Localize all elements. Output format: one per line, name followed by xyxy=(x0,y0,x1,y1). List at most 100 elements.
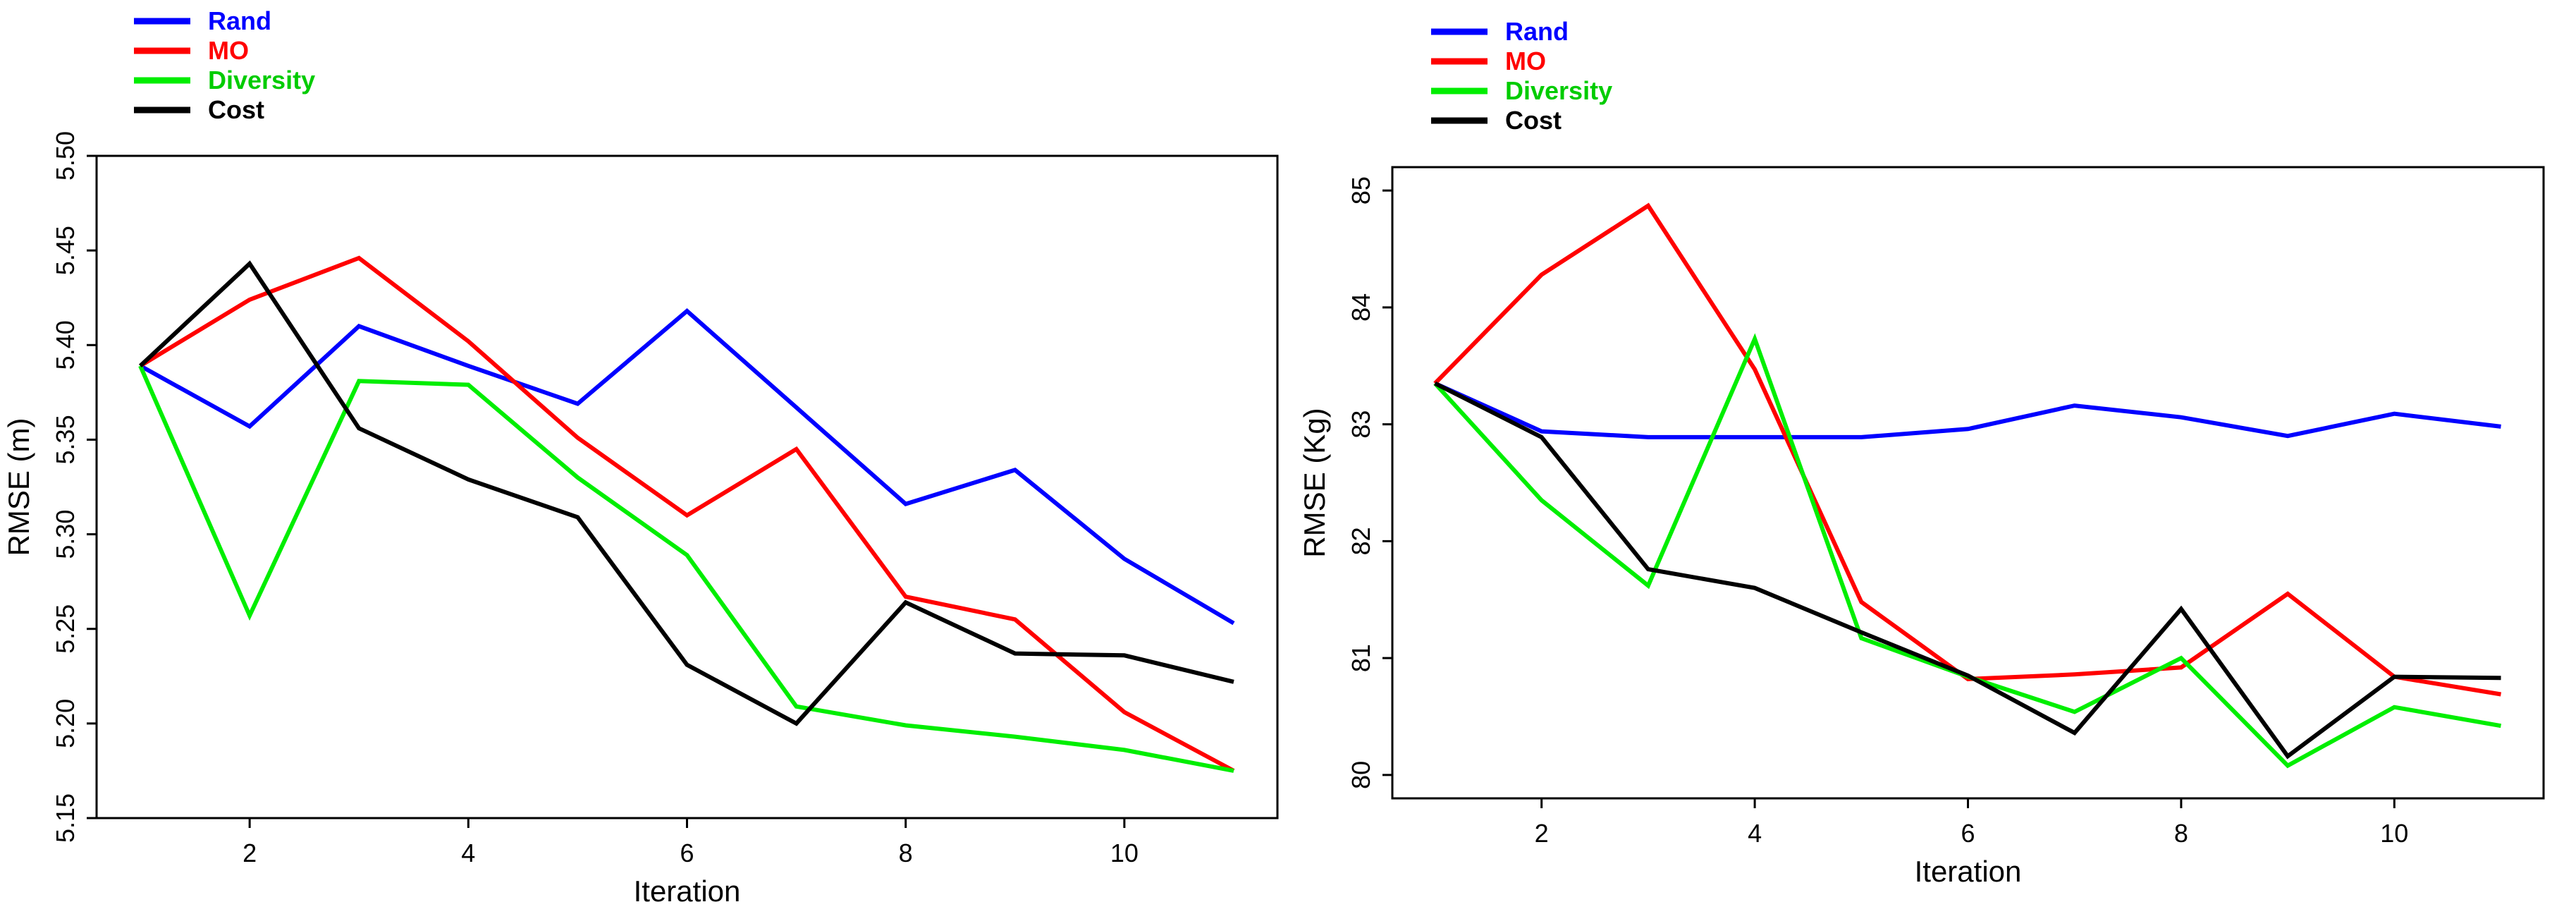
data-point-rand-2 xyxy=(248,425,251,428)
legend-label: Cost xyxy=(208,95,264,124)
x-tick-label: 8 xyxy=(2174,819,2188,848)
data-point-mo-7 xyxy=(795,448,798,451)
data-point-cost-2 xyxy=(248,262,251,265)
data-point-mo-2 xyxy=(248,298,251,301)
series-line-cost xyxy=(1434,381,2501,760)
data-point-mo-3 xyxy=(1647,205,1650,207)
y-tick-label: 5.15 xyxy=(51,793,80,843)
legend-label: MO xyxy=(208,36,249,65)
data-point-rand-11 xyxy=(2500,425,2503,428)
chart-2: 2 4 6 8 10 Iteration 80 81 82 83 84 85 RMSE (Kg) Rand… xyxy=(1298,17,2545,888)
x-tick-label: 10 xyxy=(1110,839,1139,867)
data-point-mo-6 xyxy=(686,514,689,517)
data-point-cost-3 xyxy=(357,427,360,429)
data-point-rand-11 xyxy=(1232,622,1235,625)
series-line-diversity xyxy=(1433,333,2502,769)
data-point-cost-2 xyxy=(1540,436,1543,439)
data-point-mo-5 xyxy=(1860,601,1863,604)
data-point-diversity-2 xyxy=(1540,499,1543,501)
data-point-cost-10 xyxy=(1123,654,1126,657)
data-point-diversity-4 xyxy=(467,384,470,386)
y-tick-label: 80 xyxy=(1347,761,1375,789)
y-tick-label: 81 xyxy=(1347,644,1375,672)
data-point-mo-3 xyxy=(357,257,360,260)
legend-item-rand: Rand xyxy=(134,6,271,35)
legend-item-diversity: Diversity xyxy=(134,66,315,95)
data-point-rand-4 xyxy=(467,365,470,367)
series-line-cost xyxy=(138,260,1234,726)
legend-item-mo: MO xyxy=(1431,47,1546,75)
data-point-diversity-8 xyxy=(2180,657,2183,659)
legend-label: Rand xyxy=(1505,17,1569,46)
x-axis-title: Iteration xyxy=(634,875,741,908)
data-point-diversity-11 xyxy=(1232,769,1235,772)
x-tick-label: 6 xyxy=(1961,819,1975,848)
legend-label: Rand xyxy=(208,6,271,35)
data-point-rand-3 xyxy=(357,325,360,328)
data-point-rand-5 xyxy=(576,403,579,406)
data-point-diversity-6 xyxy=(686,554,689,556)
data-point-rand-10 xyxy=(1123,557,1126,560)
data-point-rand-9 xyxy=(2286,434,2289,437)
y-tick-label: 5.45 xyxy=(51,226,80,275)
y-tick-label: 83 xyxy=(1347,410,1375,439)
data-point-diversity-9 xyxy=(2286,764,2289,767)
y-tick-label: 5.35 xyxy=(51,415,80,464)
y-tick-label: 85 xyxy=(1347,176,1375,205)
series-line-rand xyxy=(139,308,1235,626)
data-point-mo-8 xyxy=(2180,666,2183,669)
series-line-diversity xyxy=(138,365,1234,773)
data-point-cost-10 xyxy=(2393,676,2396,678)
data-point-cost-6 xyxy=(1967,674,1970,677)
legend-label: Cost xyxy=(1505,106,1562,135)
x-tick-label: 8 xyxy=(899,839,913,867)
legend-item-cost: Cost xyxy=(1431,106,1562,135)
y-tick-label: 5.20 xyxy=(51,699,80,748)
plot-frame xyxy=(95,154,1279,819)
data-point-diversity-8 xyxy=(904,724,907,727)
legend-item-mo: MO xyxy=(134,36,249,65)
data-point-diversity-10 xyxy=(2393,706,2396,709)
data-point-rand-6 xyxy=(1967,427,1970,430)
y-axis-title: RMSE (m) xyxy=(2,418,35,556)
data-point-rand-3 xyxy=(1647,436,1650,439)
y-tick-label: 5.25 xyxy=(51,604,80,654)
data-point-cost-1 xyxy=(139,365,142,367)
series-line-mo xyxy=(139,255,1235,773)
legend-label: Diversity xyxy=(208,66,315,95)
data-point-diversity-5 xyxy=(1860,637,1863,640)
x-tick-label: 4 xyxy=(461,839,475,867)
data-point-cost-5 xyxy=(576,516,579,518)
data-point-diversity-2 xyxy=(248,614,251,617)
data-point-diversity-10 xyxy=(1123,748,1126,751)
data-point-mo-10 xyxy=(1123,711,1126,714)
data-point-cost-1 xyxy=(1434,382,1437,385)
data-point-mo-4 xyxy=(1753,368,1756,371)
data-point-cost-4 xyxy=(467,478,470,481)
data-point-cost-5 xyxy=(1860,631,1863,634)
data-point-rand-7 xyxy=(795,406,798,409)
data-point-mo-7 xyxy=(2073,673,2076,676)
data-point-diversity-9 xyxy=(1014,736,1017,738)
data-point-mo-5 xyxy=(576,437,579,439)
data-point-cost-7 xyxy=(795,722,798,725)
data-point-cost-7 xyxy=(2073,731,2076,734)
data-point-mo-2 xyxy=(1540,274,1543,276)
y-axis-title: RMSE (Kg) xyxy=(1298,408,1331,557)
y-tick-label: 84 xyxy=(1347,293,1375,322)
series-line-mo xyxy=(1433,202,2501,697)
data-point-cost-11 xyxy=(1232,681,1235,683)
y-tick-label: 82 xyxy=(1347,527,1375,555)
data-point-cost-8 xyxy=(2180,608,2183,611)
data-point-diversity-3 xyxy=(1647,584,1650,587)
y-tick-label: 5.50 xyxy=(51,131,80,181)
y-tick-label: 5.30 xyxy=(51,510,80,559)
series-line-rand xyxy=(1434,381,2501,439)
legend-label: MO xyxy=(1505,47,1546,75)
data-point-mo-8 xyxy=(904,595,907,598)
data-point-diversity-4 xyxy=(1753,338,1756,341)
data-point-cost-11 xyxy=(2500,676,2503,679)
